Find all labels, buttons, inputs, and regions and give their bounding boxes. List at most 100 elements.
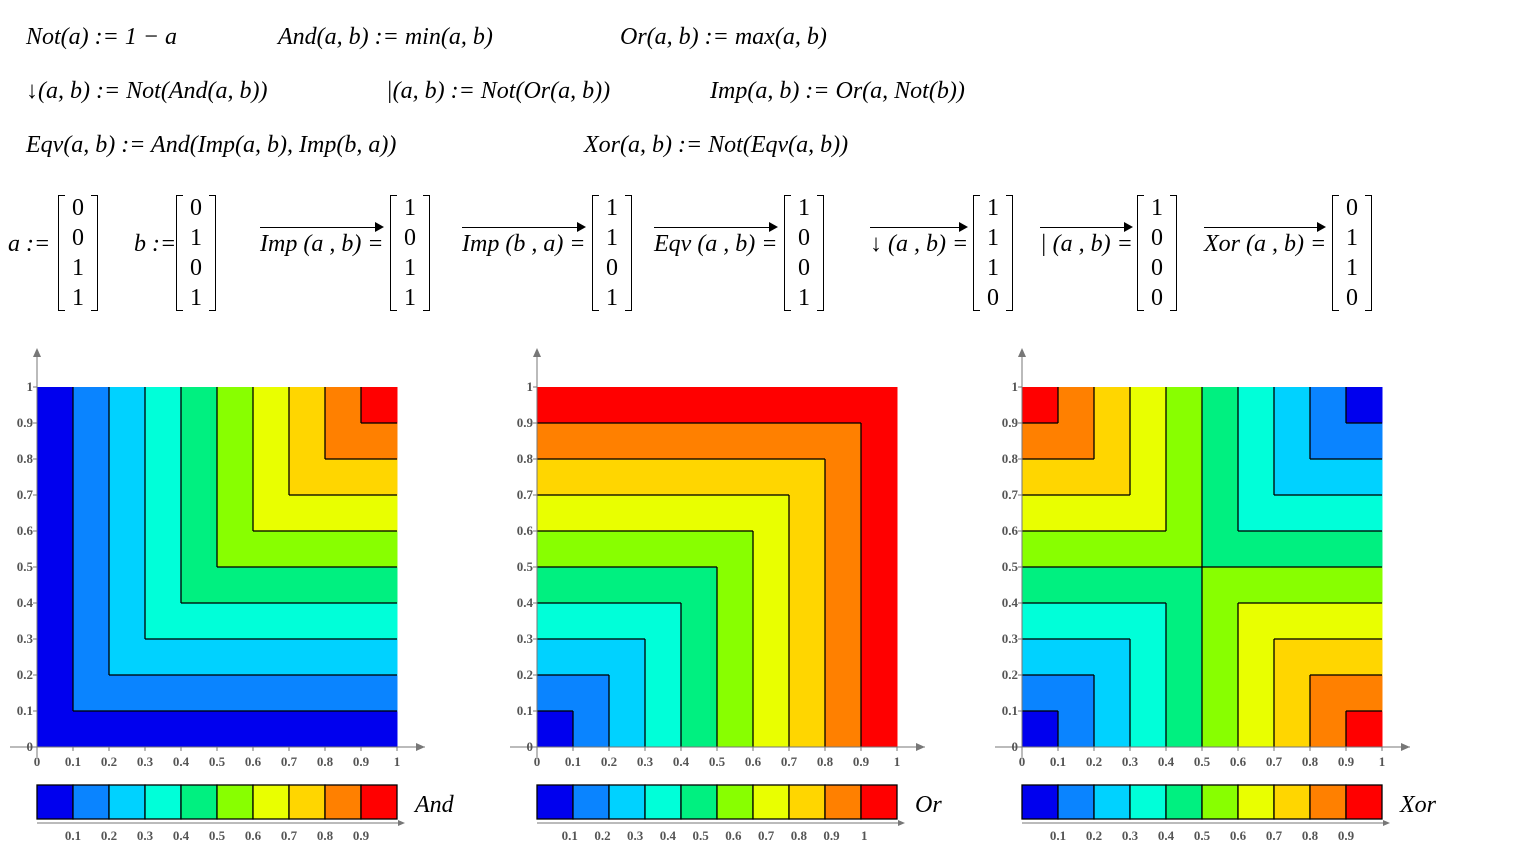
contour-cell	[53, 547, 58, 552]
contour-cell	[145, 535, 150, 540]
contour-cell	[217, 479, 222, 484]
contour-cell	[245, 459, 250, 464]
contour-cell	[225, 483, 230, 488]
contour-cell	[149, 695, 154, 700]
contour-cell	[217, 543, 222, 548]
contour-cell	[209, 727, 214, 732]
def-or[interactable]: Or(a, b) := max(a, b)	[620, 22, 827, 52]
def-not[interactable]: Not(a) := 1 − a	[26, 22, 177, 52]
contour-cell	[69, 559, 74, 564]
contour-cell	[81, 407, 86, 412]
contour-cell	[93, 739, 98, 744]
contour-cell	[193, 623, 198, 628]
contour-cell	[77, 407, 82, 412]
contour-cell	[69, 623, 74, 628]
contour-cell	[161, 699, 166, 704]
contour-cell	[209, 535, 214, 540]
contour-cell	[101, 495, 106, 500]
def-imp[interactable]: Imp(a, b) := Or(a, Not(b))	[710, 76, 965, 106]
contour-cell	[177, 411, 182, 416]
contour-cell	[77, 447, 82, 452]
contour-cell	[133, 571, 138, 576]
contour-cell	[125, 399, 130, 404]
contour-cell	[201, 599, 206, 604]
contour-cell	[209, 679, 214, 684]
contour-cell	[41, 527, 46, 532]
contour-cell	[181, 427, 186, 432]
contour-cell	[149, 631, 154, 636]
contour-cell	[49, 687, 54, 692]
contour-cell	[105, 695, 110, 700]
contour-cell	[205, 427, 210, 432]
contour-cell	[185, 427, 190, 432]
contour-cell	[117, 431, 122, 436]
contour-cell	[169, 631, 174, 636]
contour-cell	[73, 439, 78, 444]
contour-cell	[197, 691, 202, 696]
contour-cell	[113, 463, 118, 468]
contour-cell	[229, 503, 234, 508]
contour-cell	[221, 547, 226, 552]
contour-cell	[85, 719, 90, 724]
contour-cell	[229, 559, 234, 564]
def-nand[interactable]: |(a, b) := Not(Or(a, b))	[386, 76, 610, 106]
contour-cell	[233, 615, 238, 620]
contour-cell	[197, 703, 202, 708]
contour-cell	[129, 387, 134, 392]
contour-cell	[145, 439, 150, 444]
contour-cell	[129, 715, 134, 720]
def-and[interactable]: And(a, b) := min(a, b)	[278, 22, 493, 52]
def-eqv[interactable]: Eqv(a, b) := And(Imp(a, b), Imp(b, a))	[26, 130, 396, 160]
contour-cell	[125, 419, 130, 424]
contour-cell	[57, 471, 62, 476]
contour-cell	[153, 599, 158, 604]
contour-cell	[237, 423, 242, 428]
contour-cell	[41, 471, 46, 476]
contour-cell	[149, 743, 154, 748]
contour-cell	[125, 491, 130, 496]
contour-cell	[193, 687, 198, 692]
contour-cell	[93, 411, 98, 416]
contour-cell	[105, 599, 110, 604]
contour-cell	[253, 631, 258, 636]
contour-cell	[77, 675, 82, 680]
contour-cell	[105, 623, 110, 628]
contour-cell	[177, 699, 182, 704]
contour-cell	[137, 455, 142, 460]
contour-cell	[169, 503, 174, 508]
contour-cell	[237, 539, 242, 544]
contour-cell	[201, 667, 206, 672]
and-contour-plot[interactable]: 0 0.1 0.2 0.3 0.4 0.5 0.6 0.7 0.8 0.9 100.10.20.30…	[0, 340, 480, 845]
contour-cell	[201, 483, 206, 488]
contour-cell	[249, 411, 254, 416]
contour-cell	[241, 523, 246, 528]
contour-cell	[245, 399, 250, 404]
def-nor[interactable]: ↓(a, b) := Not(And(a, b))	[26, 76, 267, 106]
contour-cell	[185, 691, 190, 696]
contour-cell	[149, 571, 154, 576]
contour-cell	[57, 667, 62, 672]
contour-cell	[225, 515, 230, 520]
contour-cell	[101, 571, 106, 576]
contour-cell	[125, 591, 130, 596]
contour-cell	[157, 475, 162, 480]
contour-cell	[201, 695, 206, 700]
contour-cell	[101, 739, 106, 744]
contour-cell	[113, 655, 118, 660]
def-xor[interactable]: Xor(a, b) := Not(Eqv(a, b))	[584, 130, 848, 160]
contour-cell	[89, 483, 94, 488]
contour-cell	[181, 459, 186, 464]
contour-cell	[225, 399, 230, 404]
contour-cell	[149, 467, 154, 472]
contour-cell	[209, 399, 214, 404]
contour-cell	[253, 727, 258, 732]
contour-cell	[105, 427, 110, 432]
contour-cell	[109, 575, 114, 580]
contour-cell	[117, 423, 122, 428]
contour-cell	[41, 583, 46, 588]
contour-cell	[213, 447, 218, 452]
contour-cell	[37, 675, 42, 680]
contour-cell	[117, 511, 122, 516]
contour-cell	[101, 631, 106, 636]
contour-cell	[65, 475, 70, 480]
